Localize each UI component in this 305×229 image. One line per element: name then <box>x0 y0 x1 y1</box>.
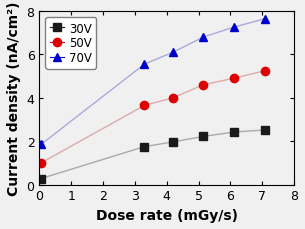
Y-axis label: Current density (nA/cm²): Current density (nA/cm²) <box>7 2 21 195</box>
70V <box>232 27 235 30</box>
70V <box>143 63 146 66</box>
Line: 50V: 50V <box>37 67 270 167</box>
Legend: 30V, 50V, 70V: 30V, 50V, 70V <box>45 18 96 70</box>
70V <box>39 143 43 146</box>
30V <box>143 146 146 148</box>
50V <box>143 105 146 107</box>
50V <box>202 84 205 87</box>
30V <box>232 131 235 134</box>
70V <box>264 18 267 21</box>
30V <box>264 129 267 132</box>
30V <box>202 136 205 138</box>
Line: 30V: 30V <box>37 126 270 183</box>
70V <box>202 36 205 39</box>
50V <box>232 78 235 80</box>
30V <box>171 141 175 144</box>
Line: 70V: 70V <box>37 15 270 149</box>
70V <box>171 52 175 54</box>
50V <box>39 162 43 165</box>
X-axis label: Dose rate (mGy/s): Dose rate (mGy/s) <box>96 208 238 222</box>
50V <box>264 70 267 73</box>
30V <box>39 177 43 180</box>
50V <box>171 97 175 100</box>
